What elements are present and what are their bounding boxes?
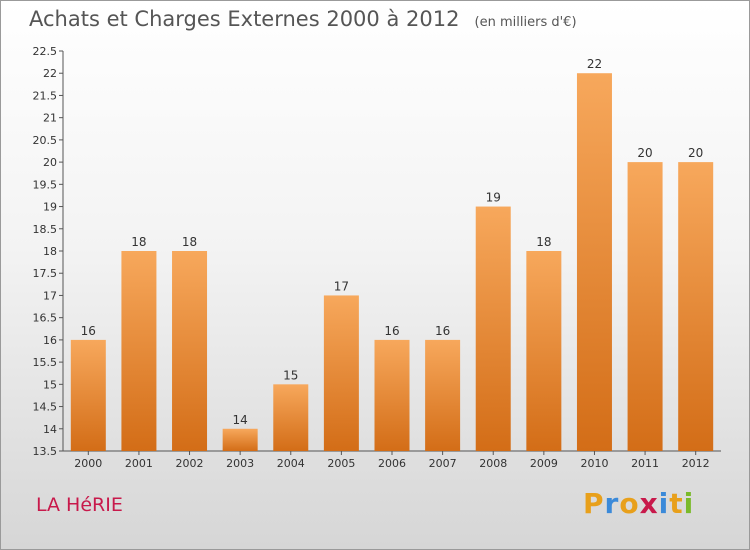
bar (678, 162, 714, 451)
proxiti-logo: Proxiti (583, 487, 694, 520)
y-tick-label: 14 (43, 423, 57, 436)
bar-value-label: 16 (384, 324, 399, 338)
y-tick-label: 14.5 (33, 401, 58, 414)
bar-value-label: 20 (637, 146, 652, 160)
bar-value-label: 18 (182, 235, 197, 249)
bar-value-label: 20 (688, 146, 703, 160)
bar-value-label: 19 (486, 191, 501, 205)
bar-value-label: 22 (587, 57, 602, 71)
y-tick-label: 19.5 (33, 178, 58, 191)
bar (374, 339, 410, 451)
y-tick-label: 20 (43, 156, 57, 169)
x-tick-label: 2002 (176, 457, 204, 470)
x-tick-label: 2004 (277, 457, 305, 470)
y-tick-label: 20.5 (33, 134, 58, 147)
bar-value-label: 18 (131, 235, 146, 249)
bar (121, 251, 157, 451)
y-tick-label: 15 (43, 378, 57, 391)
y-tick-label: 19 (43, 201, 57, 214)
brand-letter: t (669, 487, 684, 520)
chart-unit: (en milliers d'€) (474, 15, 577, 30)
location-name: LA HéRIE (36, 494, 123, 516)
y-tick-label: 15.5 (33, 356, 58, 369)
bar (526, 251, 562, 451)
bar-value-label: 15 (283, 368, 298, 382)
brand-letter: i (683, 487, 695, 520)
bar (323, 295, 359, 451)
bar (70, 339, 106, 451)
x-tick-label: 2001 (125, 457, 153, 470)
y-tick-label: 18 (43, 245, 57, 258)
x-tick-label: 2000 (74, 457, 102, 470)
bar (172, 251, 208, 451)
bar-value-label: 14 (233, 413, 248, 427)
bar (425, 339, 461, 451)
chart-data-labels: 16 18 18 14 15 17 16 16 19 18 22 20 20 (81, 57, 704, 427)
brand-letter: o (619, 487, 640, 520)
y-tick-label: 17 (43, 289, 57, 302)
bar (475, 206, 511, 451)
y-tick-label: 22 (43, 67, 57, 80)
bar (576, 73, 612, 451)
brand-letter: x (639, 487, 659, 520)
brand-letter: P (583, 487, 605, 520)
chart-title: Achats et Charges Externes 2000 à 2012 (… (29, 7, 577, 31)
y-tick-label: 13.5 (33, 445, 58, 458)
y-tick-label: 18.5 (33, 223, 58, 236)
chart-axes: 13.5 14 14.5 15 15.5 16 16.5 17 17.5 18 18.5 19 19.5… (33, 45, 721, 470)
x-tick-label: 2007 (429, 457, 457, 470)
y-tick-label: 16.5 (33, 312, 58, 325)
y-tick-label: 16 (43, 334, 57, 347)
y-tick-label: 17.5 (33, 267, 58, 280)
bar (627, 162, 663, 451)
chart-bars (70, 73, 714, 451)
bar (222, 428, 258, 451)
x-tick-label: 2006 (378, 457, 406, 470)
x-tick-label: 2010 (580, 457, 608, 470)
bar-value-label: 16 (435, 324, 450, 338)
bar-value-label: 17 (334, 279, 349, 293)
bar (273, 384, 309, 451)
bar-value-label: 16 (81, 324, 96, 338)
x-tick-label: 2003 (226, 457, 254, 470)
bar-value-label: 18 (536, 235, 551, 249)
x-tick-label: 2011 (631, 457, 659, 470)
y-tick-label: 22.5 (33, 45, 58, 58)
chart-title-text: Achats et Charges Externes 2000 à 2012 (29, 7, 460, 31)
y-tick-label: 21 (43, 112, 57, 125)
x-tick-label: 2008 (479, 457, 507, 470)
x-tick-label: 2005 (327, 457, 355, 470)
x-tick-label: 2009 (530, 457, 558, 470)
brand-letter: r (604, 487, 620, 520)
brand-letter: i (658, 487, 670, 520)
x-tick-label: 2012 (682, 457, 710, 470)
y-tick-label: 21.5 (33, 89, 58, 102)
